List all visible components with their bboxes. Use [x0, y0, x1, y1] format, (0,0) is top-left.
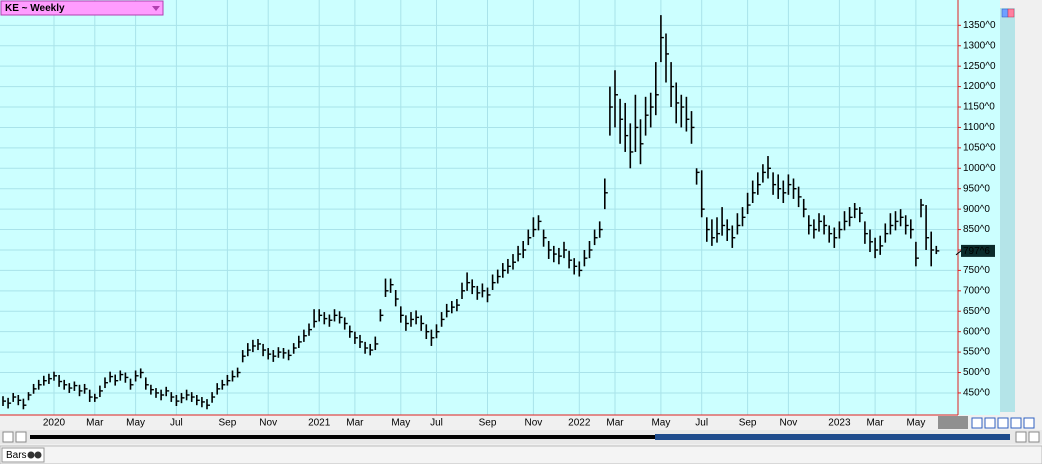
- x-tick-label: Mar: [866, 418, 884, 429]
- nav-button[interactable]: [971, 417, 983, 429]
- symbol-dropdown[interactable]: [0, 0, 164, 16]
- x-tick-label: Mar: [86, 418, 104, 429]
- scroll-thumb[interactable]: [655, 434, 1010, 440]
- x-tick-label: Jul: [695, 418, 708, 429]
- strip-icon[interactable]: [1001, 8, 1009, 18]
- y-tick-label: 1300^0: [963, 40, 996, 51]
- x-tick-label: May: [906, 418, 925, 429]
- nav-buttons: [971, 417, 1035, 429]
- tab[interactable]: [1, 447, 45, 463]
- last-price-label: 797^6: [963, 246, 990, 257]
- last-price-pointer: [955, 250, 962, 256]
- scroll-step-left[interactable]: [15, 431, 27, 443]
- y-tick-label: 450^0: [963, 388, 990, 399]
- y-tick-label: 900^0: [963, 204, 990, 215]
- x-tick-label: Sep: [219, 418, 237, 429]
- bars: [2, 15, 940, 410]
- tab-icon: [27, 451, 35, 459]
- tab-label: Bars: [6, 450, 27, 461]
- x-tick-label: Nov: [259, 418, 277, 429]
- tab-icon: [34, 451, 42, 459]
- right-strip: [1000, 8, 1015, 412]
- last-price-box: [961, 244, 995, 257]
- x-tick-label: Sep: [479, 418, 497, 429]
- y-tick-label: 600^0: [963, 326, 990, 337]
- dropdown-arrow[interactable]: [152, 6, 160, 11]
- x-tick-label: Jul: [430, 418, 443, 429]
- x-tick-label: May: [391, 418, 410, 429]
- scroll-left[interactable]: [2, 431, 14, 443]
- x-tick-label: May: [126, 418, 145, 429]
- y-tick-label: 850^0: [963, 224, 990, 235]
- x-tick-label: 2023: [828, 418, 851, 429]
- scroll-step-right[interactable]: [1015, 431, 1027, 443]
- y-tick-label: 750^0: [963, 265, 990, 276]
- price-axis-bg: [958, 0, 1000, 415]
- x-tick-label: Jul: [170, 418, 183, 429]
- chart-title: KE ~ Weekly: [5, 3, 65, 14]
- nav-button[interactable]: [997, 417, 1009, 429]
- y-tick-label: 550^0: [963, 347, 990, 358]
- x-tick-label: 2021: [308, 418, 331, 429]
- y-tick-label: 1200^0: [963, 81, 996, 92]
- y-tick-label: 500^0: [963, 367, 990, 378]
- y-tick-label: 1150^0: [963, 102, 995, 113]
- x-tick-label: Mar: [346, 418, 364, 429]
- grid: [0, 0, 958, 415]
- y-tick-label: 1100^0: [963, 122, 995, 133]
- y-tick-label: 700^0: [963, 285, 990, 296]
- nav-button[interactable]: [1023, 417, 1035, 429]
- nav-button[interactable]: [1010, 417, 1022, 429]
- x-tick-label: Mar: [606, 418, 624, 429]
- strip-icon[interactable]: [1007, 8, 1015, 18]
- scroll-right[interactable]: [1028, 431, 1040, 443]
- x-tick-label: Nov: [780, 418, 798, 429]
- x-tick-label: May: [651, 418, 670, 429]
- tab-bar: [0, 445, 1042, 464]
- x-tick-label: 2020: [43, 418, 66, 429]
- nav-button[interactable]: [984, 417, 996, 429]
- y-tick-label: 1350^0: [963, 20, 996, 31]
- plot-bg: [0, 0, 958, 415]
- y-tick-label: 1000^0: [963, 163, 996, 174]
- y-tick-label: 1050^0: [963, 143, 996, 154]
- y-tick-label: 650^0: [963, 306, 990, 317]
- scroll-indicator: [938, 416, 968, 429]
- y-tick-label: 1250^0: [963, 61, 996, 72]
- scroll-track: [30, 435, 655, 439]
- y-tick-label: 950^0: [963, 183, 990, 194]
- x-tick-label: 2022: [568, 418, 591, 429]
- x-tick-label: Nov: [525, 418, 543, 429]
- x-tick-label: Sep: [739, 418, 757, 429]
